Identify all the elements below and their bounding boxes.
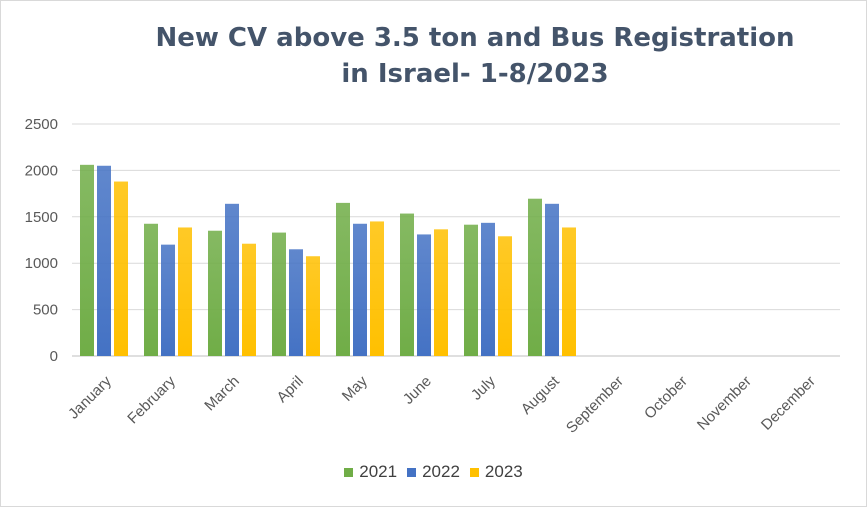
bar-2022-january xyxy=(97,165,111,356)
bar-2022-july xyxy=(481,222,495,356)
legend-label-2021: 2021 xyxy=(359,462,398,481)
legend-item-2021: 2021 xyxy=(344,462,397,482)
bar-2023-june xyxy=(434,229,448,356)
bar-2023-april xyxy=(306,256,320,356)
x-tick-label-january: January xyxy=(65,372,115,422)
x-tick-label-april: April xyxy=(274,373,307,406)
x-tick-label-november: November xyxy=(694,373,755,434)
y-tick-label-0: 0 xyxy=(50,348,58,365)
y-tick-label-1000: 1000 xyxy=(25,255,58,272)
bar-2021-january xyxy=(80,164,94,356)
y-tick-label-2500: 2500 xyxy=(25,116,58,133)
legend-item-2023: 2023 xyxy=(469,462,523,482)
legend-label-2022: 2022 xyxy=(422,462,460,481)
bar-2021-june xyxy=(400,213,414,356)
bar-2021-february xyxy=(144,223,158,356)
x-tick-label-september: September xyxy=(563,373,627,437)
chart-title: New CV above 3.5 ton and Bus Registratio… xyxy=(110,20,840,92)
bar-2023-august xyxy=(562,227,576,356)
x-tick-label-february: February xyxy=(124,372,179,427)
bar-2022-june xyxy=(417,234,431,356)
x-tick-label-august: August xyxy=(518,372,564,418)
bar-2021-august xyxy=(528,198,542,356)
x-tick-label-march: March xyxy=(201,373,242,414)
bar-2023-february xyxy=(178,227,192,356)
chart-legend: 2021 2022 2023 xyxy=(0,462,867,482)
x-tick-label-june: June xyxy=(400,373,435,408)
bar-2023-march xyxy=(242,243,256,356)
bar-2022-february xyxy=(161,244,175,356)
x-tick-label-december: December xyxy=(758,373,819,434)
x-tick-label-may: May xyxy=(339,372,371,404)
x-tick-label-july: July xyxy=(468,372,499,403)
y-tick-label-1500: 1500 xyxy=(25,209,58,226)
bar-2023-july xyxy=(498,236,512,356)
legend-swatch-2021 xyxy=(344,467,354,477)
chart-title-line-2: in Israel- 1-8/2023 xyxy=(341,59,609,89)
bar-2021-may xyxy=(336,202,350,356)
legend-swatch-2022 xyxy=(407,467,417,477)
y-tick-label-500: 500 xyxy=(33,302,58,319)
bar-2023-may xyxy=(370,221,384,356)
bar-2022-may xyxy=(353,223,367,356)
bar-2022-march xyxy=(225,203,239,356)
bar-2021-march xyxy=(208,230,222,356)
legend-swatch-2023 xyxy=(469,467,479,477)
chart-title-line-1: New CV above 3.5 ton and Bus Registratio… xyxy=(155,23,795,53)
bar-2021-april xyxy=(272,232,286,356)
bar-2023-january xyxy=(114,181,128,356)
x-tick-label-october: October xyxy=(641,373,691,423)
bar-2021-july xyxy=(464,224,478,356)
y-tick-label-2000: 2000 xyxy=(25,162,58,179)
legend-item-2022: 2022 xyxy=(407,462,460,482)
bar-2022-april xyxy=(289,249,303,356)
bar-2022-august xyxy=(545,203,559,356)
legend-label-2023: 2023 xyxy=(484,462,523,481)
